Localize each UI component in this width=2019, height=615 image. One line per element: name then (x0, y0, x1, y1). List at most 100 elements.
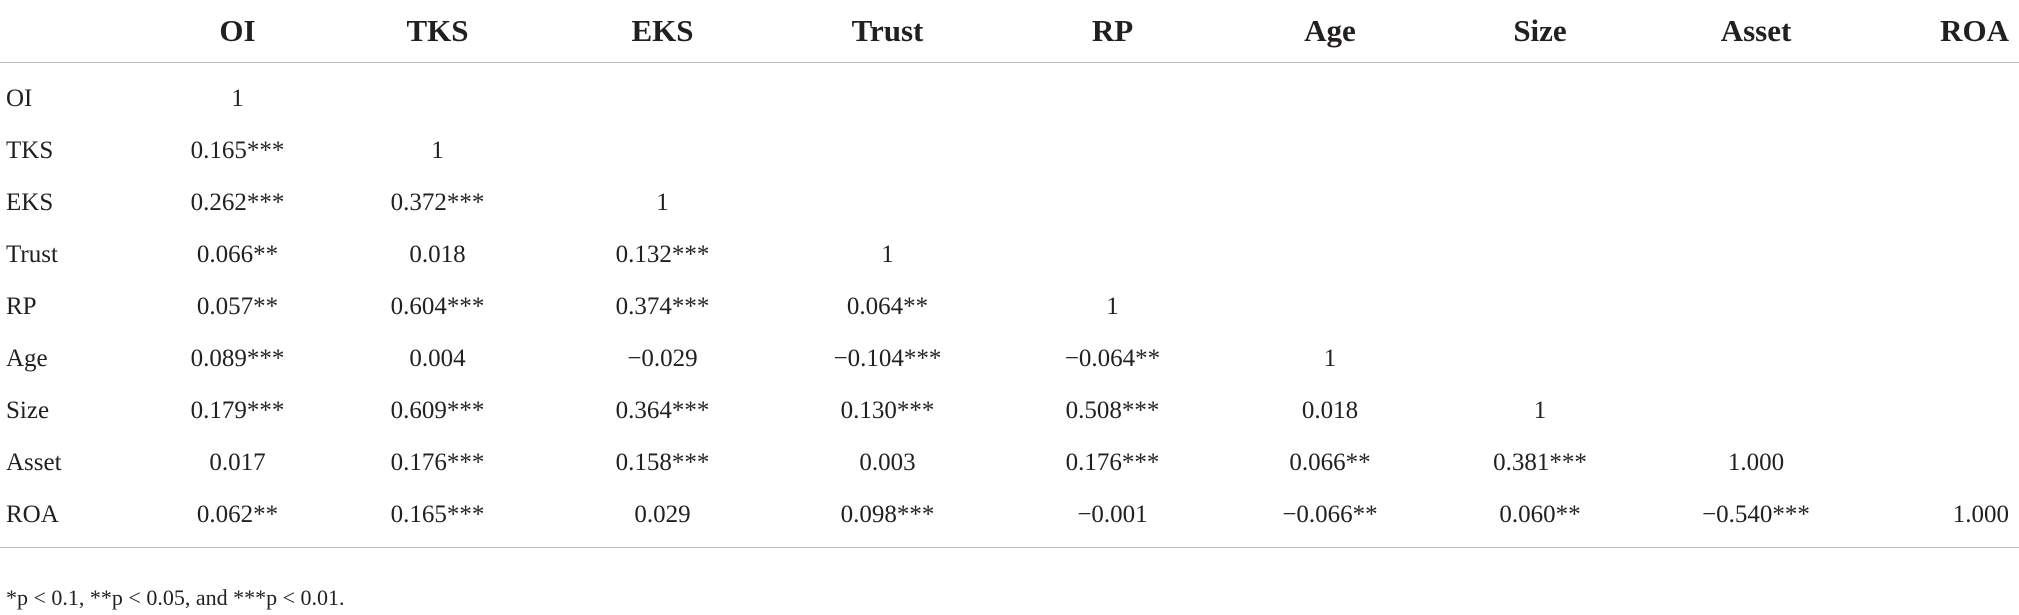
table-row: TKS 0.165*** 1 (0, 125, 2019, 177)
table-cell: −0.029 (627, 345, 698, 372)
table-cell: 1 (231, 85, 244, 112)
table-cell: 0.057** (196, 293, 279, 320)
table-cell (1435, 281, 1645, 333)
table-cell (1225, 229, 1435, 281)
table-cell: 0.364*** (615, 397, 710, 424)
column-header: EKS (550, 0, 775, 63)
table-cell (1867, 333, 2019, 385)
table-cell: 0.018 (1301, 397, 1359, 424)
table-cell: 0.609*** (390, 397, 485, 424)
table-cell: 0.176*** (390, 449, 485, 476)
row-label: RP (6, 293, 37, 320)
table-cell (1867, 177, 2019, 229)
table-cell (1867, 125, 2019, 177)
table-cell: 1 (656, 189, 669, 216)
row-label: ROA (0, 489, 150, 548)
table-cell: 0.004 (409, 345, 466, 372)
table-cell (775, 177, 1000, 229)
table-cell (1867, 63, 2019, 126)
table-row: OI 1 (0, 63, 2019, 126)
table-cell (550, 125, 775, 177)
table-cell: 0.003 (859, 449, 916, 476)
table-cell: −0.066** (1225, 489, 1435, 548)
table-cell (1000, 177, 1225, 229)
row-label: Size (6, 397, 50, 424)
table-cell: −0.064** (1064, 345, 1161, 372)
table-cell (775, 125, 1000, 177)
table-cell (1645, 385, 1867, 437)
table-row: EKS 0.262*** 0.372*** 1 (0, 177, 2019, 229)
table-cell: 0.381*** (1493, 449, 1587, 476)
table-row: Age 0.089*** 0.004 −0.029 −0.104*** −0.064** 1 (0, 333, 2019, 385)
table-cell: 1 (431, 137, 444, 164)
table-row: RP 0.057** 0.604*** 0.374*** 0.064** 1 (0, 281, 2019, 333)
table-cell: 0.066** (196, 241, 279, 268)
table-cell (1645, 177, 1867, 229)
table-cell: 1.000 (1867, 489, 2019, 548)
table-cell (1225, 177, 1435, 229)
table-cell: 0.508*** (1065, 397, 1160, 424)
table-cell: 1 (1323, 345, 1337, 372)
table-cell: 0.130*** (840, 397, 935, 424)
table-cell: 0.018 (409, 241, 466, 268)
table-cell: 0.179*** (190, 397, 285, 424)
table-cell: 0.029 (550, 489, 775, 548)
table-cell: 1 (881, 241, 894, 268)
table-cell (1645, 281, 1867, 333)
table-cell: 0.089*** (190, 345, 285, 372)
table-row: Asset 0.017 0.176*** 0.158*** 0.003 0.176*** 0… (0, 437, 2019, 489)
table-cell: 0.374*** (615, 293, 710, 320)
table-cell (1000, 63, 1225, 126)
table-cell: 0.604*** (390, 293, 485, 320)
table-cell (1225, 281, 1435, 333)
column-header: Age (1225, 0, 1435, 63)
table-cell (1435, 63, 1645, 126)
row-header-corner (0, 0, 150, 63)
table-row: ROA 0.062** 0.165*** 0.029 0.098*** −0.001 −0.… (0, 489, 2019, 548)
column-header: OI (150, 0, 325, 63)
row-label: OI (6, 85, 33, 112)
table-cell: 0.060** (1435, 489, 1645, 548)
table-cell (1435, 125, 1645, 177)
table-cell (1867, 281, 2019, 333)
table-cell (775, 63, 1000, 126)
table-cell (1435, 177, 1645, 229)
column-header: ROA (1867, 0, 2019, 63)
table-cell: −0.104*** (833, 345, 942, 372)
table-cell: 1.000 (1727, 449, 1785, 476)
table-cell (1645, 125, 1867, 177)
table-footnote: *p < 0.1, **p < 0.05, and ***p < 0.01. (6, 585, 345, 610)
table-cell (1867, 385, 2019, 437)
table-cell: 0.098*** (775, 489, 1000, 548)
table-cell: 0.132*** (615, 241, 710, 268)
table-cell: 0.165*** (190, 137, 285, 164)
table-cell: 0.064** (846, 293, 929, 320)
row-label: Asset (6, 449, 62, 476)
row-label: TKS (6, 137, 54, 164)
table-cell: −0.001 (1000, 489, 1225, 548)
row-label: EKS (6, 189, 54, 216)
table-cell (1000, 125, 1225, 177)
table-cell (1225, 63, 1435, 126)
table-cell (1645, 63, 1867, 126)
table-body: OI 1 TKS 0.165*** 1 EKS 0.262*** 0.372*** 1 Trust… (0, 63, 2019, 548)
table-cell: 0.017 (209, 449, 266, 476)
row-label: Trust (6, 241, 58, 268)
table-cell (1867, 437, 2019, 489)
table-cell (325, 63, 550, 126)
table-row: Size 0.179*** 0.609*** 0.364*** 0.130*** 0.50… (0, 385, 2019, 437)
table-row: Trust 0.066** 0.018 0.132*** 1 (0, 229, 2019, 281)
correlation-table: OI TKS EKS Trust RP Age Size Asset ROA OI 1 TKS 0.1… (0, 0, 2019, 548)
table-cell: 1 (1106, 293, 1119, 320)
table-cell: 0.158*** (615, 449, 710, 476)
table-cell: 1 (1533, 397, 1547, 424)
row-label: Age (6, 345, 48, 372)
column-header: Size (1435, 0, 1645, 63)
table-cell: 0.066** (1289, 449, 1371, 476)
table-cell (550, 63, 775, 126)
table-cell (1645, 333, 1867, 385)
table-cell: −0.540*** (1645, 489, 1867, 548)
table-cell (1867, 229, 2019, 281)
column-header: RP (1000, 0, 1225, 63)
